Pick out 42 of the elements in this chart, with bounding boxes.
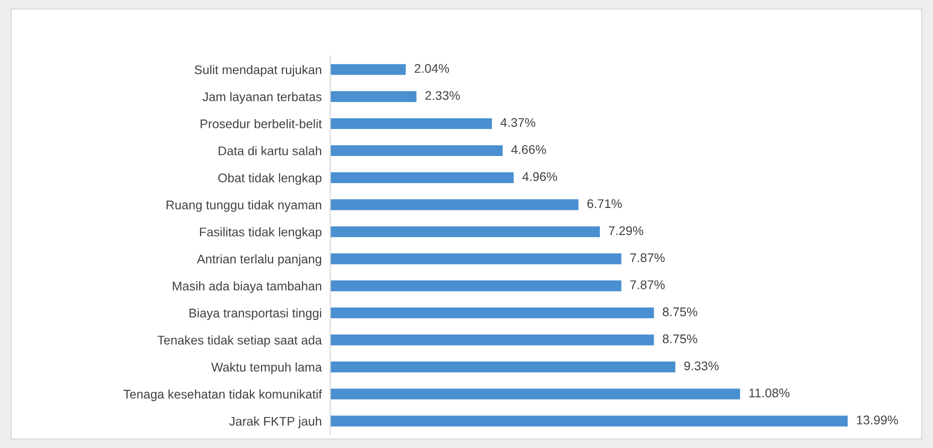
data-label: 4.37%	[500, 118, 536, 127]
data-label: 13.99%	[856, 416, 898, 424]
y-tick-label: Waktu tempuh lama	[211, 362, 322, 374]
y-tick-label: Jarak FKTP jauh	[229, 416, 322, 428]
data-label: 8.75%	[662, 307, 698, 316]
bar	[330, 253, 622, 264]
bar	[330, 334, 654, 346]
data-label: 8.75%	[662, 334, 698, 344]
data-label: 4.66%	[511, 145, 546, 154]
data-label: 6.71%	[587, 199, 622, 208]
data-label: 7.87%	[630, 253, 665, 262]
data-label: 9.33%	[684, 361, 719, 370]
y-tick-label: Data di kartu salah	[218, 146, 322, 156]
y-tick-label: Antrian terlalu panjang	[196, 254, 322, 266]
bar	[330, 362, 676, 372]
bar	[330, 280, 622, 292]
bar	[330, 64, 406, 75]
bar	[330, 118, 492, 130]
bar	[330, 416, 848, 426]
y-tick-label: Tenakes tidak setiap saat ada	[158, 335, 322, 348]
y-tick-label: Ruang tunggu tidak nyaman	[166, 200, 322, 212]
data-label: 4.96%	[522, 172, 558, 182]
data-label: 2.04%	[414, 64, 450, 73]
data-label: 7.29%	[608, 226, 644, 236]
y-tick-label: Tenaga kesehatan tidak komunikatif	[124, 389, 322, 402]
bar	[330, 307, 654, 318]
data-label: 7.87%	[630, 280, 665, 290]
bar	[330, 199, 578, 210]
bar	[330, 388, 740, 400]
y-tick-label: Jam layanan terbatas	[202, 92, 322, 104]
y-tick-label: Fasilitas tidak lengkap	[200, 227, 322, 239]
bar	[330, 145, 503, 156]
y-tick-label: Sulit mendapat rujukan	[194, 64, 322, 77]
y-tick-label: Prosedur berbelit-belit	[200, 119, 322, 128]
y-tick-label: Masih ada biaya tambahan	[172, 281, 322, 293]
bar	[330, 226, 600, 238]
y-tick-label: Obat tidak lengkap	[218, 173, 322, 185]
bar	[330, 172, 514, 184]
bar	[330, 91, 416, 102]
data-label: 11.08%	[749, 388, 790, 398]
y-tick-label: Biaya transportasi tinggi	[190, 308, 322, 320]
data-label: 2.33%	[425, 91, 460, 100]
